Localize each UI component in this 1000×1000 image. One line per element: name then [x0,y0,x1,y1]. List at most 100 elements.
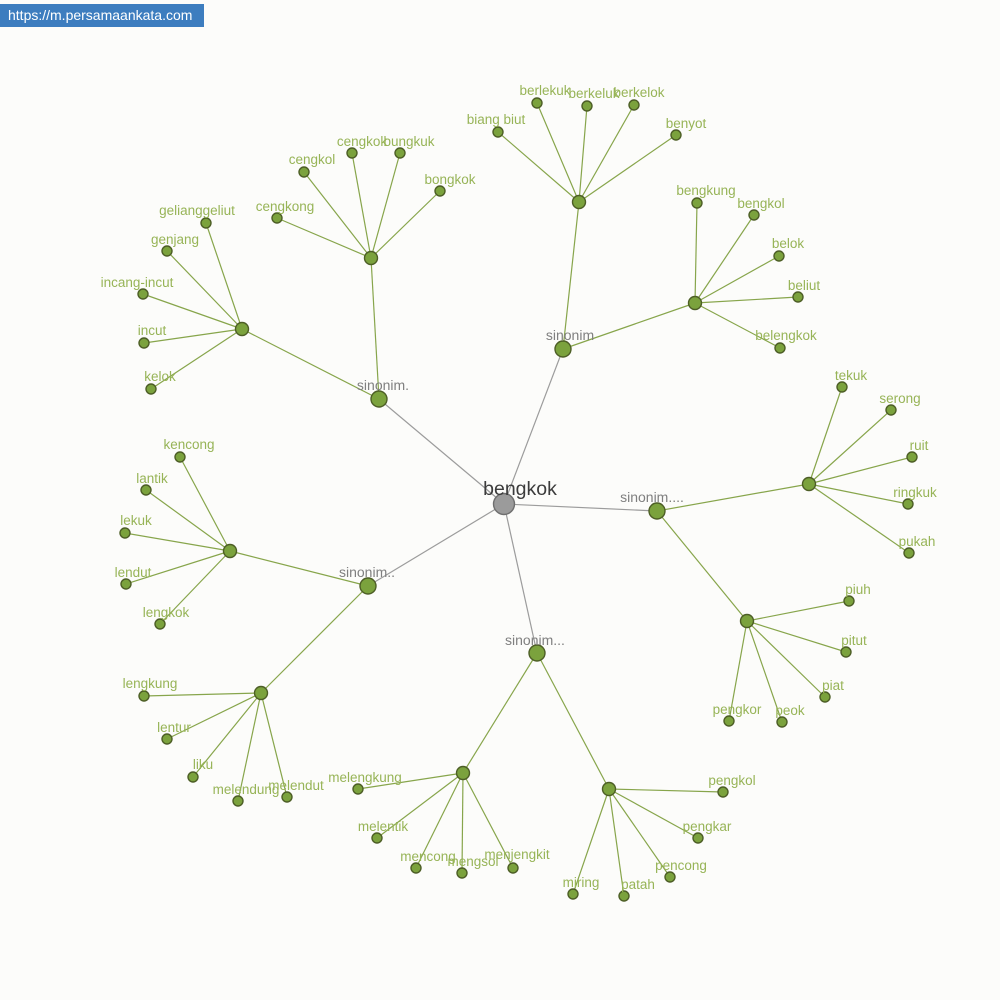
node-h3[interactable] [359,577,377,595]
edge-h5-e2 [656,510,748,622]
node-pengkol[interactable] [717,786,729,798]
node-biang-biut[interactable] [492,126,504,138]
node-cengkok[interactable] [346,147,358,159]
edge-b2-incang-incut [142,293,243,330]
node-c2[interactable] [253,685,269,701]
label-ruit: ruit [910,438,929,453]
node-b1[interactable] [363,250,379,266]
label-pengkor: pengkor [713,702,762,717]
node-b2[interactable] [234,321,250,337]
edge-d1-melengkung [357,772,464,790]
node-berlekuk[interactable] [531,97,543,109]
edge-c2-liku [192,692,262,778]
node-belok[interactable] [773,250,785,262]
node-melendut[interactable] [281,791,293,803]
address-bar[interactable]: https://m.persamaankata.com [0,4,205,27]
node-gelianggeliut[interactable] [200,217,212,229]
node-cengkol[interactable] [298,166,310,178]
node-piuh[interactable] [843,595,855,607]
edge-c1-lekuk [124,532,231,552]
label-menjengkit: menjengkit [484,847,550,862]
node-melendung[interactable] [232,795,244,807]
node-pencong[interactable] [664,871,676,883]
node-ruit[interactable] [906,451,918,463]
node-beliut[interactable] [792,291,804,303]
node-h4[interactable] [528,644,546,662]
node-mencong[interactable] [410,862,422,874]
edge-b2-kelok [150,328,243,390]
node-incang-incut[interactable] [137,288,149,300]
node-lengkung[interactable] [138,690,150,702]
node-pengkar[interactable] [692,832,704,844]
edge-c1-lengkok [159,550,231,625]
node-lekuk[interactable] [119,527,131,539]
label-pencong: pencong [655,858,707,873]
node-miring[interactable] [567,888,579,900]
edge-a2-beliut [694,296,799,304]
node-bengkung[interactable] [691,197,703,209]
node-benyot[interactable] [670,129,682,141]
edge-b1-cengkok [351,152,372,259]
node-e2[interactable] [739,613,755,629]
node-pitut[interactable] [840,646,852,658]
label-lengkok: lengkok [143,605,190,620]
node-piat[interactable] [819,691,831,703]
node-d1[interactable] [455,765,471,781]
node-bongkok[interactable] [434,185,446,197]
node-e1[interactable] [801,476,817,492]
label-cengkong: cengkong [256,199,315,214]
node-incut[interactable] [138,337,150,349]
node-patah[interactable] [618,890,630,902]
node-d2[interactable] [601,781,617,797]
node-lentur[interactable] [161,733,173,745]
edge-b2-genjang [166,250,243,330]
node-ringkuk[interactable] [902,498,914,510]
node-a2[interactable] [687,295,703,311]
edge-e2-piat [746,620,826,698]
node-menjengkit[interactable] [507,862,519,874]
node-melengkung[interactable] [352,783,364,795]
node-bengkol[interactable] [748,209,760,221]
node-berkelok[interactable] [628,99,640,111]
node-serong[interactable] [885,404,897,416]
edge-c2-lengkung [143,692,262,697]
node-kencong[interactable] [174,451,186,463]
edge-a2-bengkol [694,214,755,304]
node-tekuk[interactable] [836,381,848,393]
node-liku[interactable] [187,771,199,783]
node-h5[interactable] [648,502,666,520]
node-cengkong[interactable] [271,212,283,224]
node-lantik[interactable] [140,484,152,496]
node-lendut[interactable] [120,578,132,590]
edge-c2-lentur [166,692,262,740]
edge-e2-pitut [746,620,847,653]
node-h2[interactable] [370,390,388,408]
node-a1[interactable] [571,194,587,210]
node-belengkok[interactable] [774,342,786,354]
label-genjang: genjang [151,232,199,247]
node-pengkor[interactable] [723,715,735,727]
node-genjang[interactable] [161,245,173,257]
node-pukah[interactable] [903,547,915,559]
label-ringkuk: ringkuk [893,485,937,500]
node-c1[interactable] [222,543,238,559]
label-peok: peok [775,703,805,718]
label-piat: piat [822,678,844,693]
label-incut: incut [138,323,167,338]
node-kelok[interactable] [145,383,157,395]
node-berkeluk[interactable] [581,100,593,112]
node-lengkok[interactable] [154,618,166,630]
edge-c1-lantik [145,489,231,552]
node-mengsol[interactable] [456,867,468,879]
label-bongkok: bongkok [424,172,475,187]
label-melengkung: melengkung [328,770,402,785]
label-lantik: lantik [136,471,168,486]
node-bengkok[interactable] [492,492,516,516]
label-patah: patah [621,877,655,892]
node-peok[interactable] [776,716,788,728]
label-tekuk: tekuk [835,368,868,383]
node-melentik[interactable] [371,832,383,844]
node-h1[interactable] [554,340,572,358]
node-bungkuk[interactable] [394,147,406,159]
